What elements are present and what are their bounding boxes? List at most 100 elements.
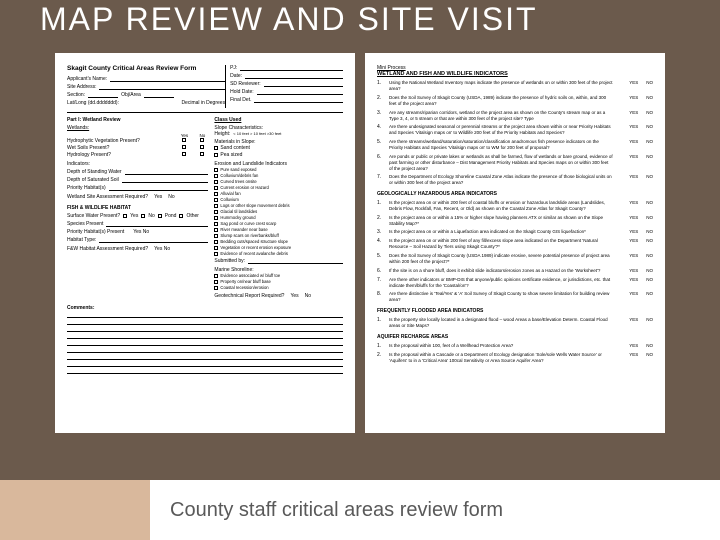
checkbox[interactable] — [214, 234, 218, 238]
question-row: 2. Is the proposal within a Cascade or a… — [377, 352, 653, 364]
yn-yes: Yes — [154, 194, 162, 200]
marine-item: Coastal recession/erosion — [220, 285, 268, 290]
checkbox[interactable] — [200, 138, 204, 142]
label-sdreview: SD Reviewer: — [230, 81, 261, 87]
fw-title: FISH & WILDLIFE HABITAT — [67, 205, 208, 211]
answer-no[interactable]: NO — [646, 95, 653, 107]
answer-no[interactable]: NO — [646, 291, 653, 303]
checkbox[interactable] — [214, 222, 218, 226]
checkbox[interactable] — [182, 138, 186, 142]
checkbox[interactable] — [182, 152, 186, 156]
checkbox[interactable] — [214, 246, 218, 250]
question-text: Are any streams/riparian corridors, wetl… — [389, 110, 613, 122]
question-text: Are ponds or public or private lakes or … — [389, 154, 613, 172]
answer-yes[interactable]: YES — [629, 291, 638, 303]
form-title: Skagit County Critical Areas Review Form — [67, 65, 225, 72]
answer-yes[interactable]: YES — [629, 200, 638, 212]
answer-no[interactable]: NO — [646, 317, 653, 329]
answer-no[interactable]: NO — [646, 215, 653, 227]
answer-no[interactable]: NO — [646, 229, 653, 235]
label-height: Height: — [214, 131, 230, 137]
question-text: Are there other indicators or BMP-DIS th… — [389, 277, 613, 289]
checkbox[interactable] — [214, 252, 218, 256]
answer-no[interactable]: NO — [646, 352, 653, 364]
erosion-item: Sag pond or curve crest scarp — [220, 221, 276, 226]
answer-no[interactable]: NO — [646, 200, 653, 212]
answer-no[interactable]: NO — [646, 277, 653, 289]
p2-section3-title: FREQUENTLY FLOODED AREA INDICATORS — [377, 308, 653, 314]
answer-no[interactable]: NO — [646, 139, 653, 151]
answer-yes[interactable]: YES — [629, 80, 638, 92]
question-number: 3. — [377, 110, 385, 122]
checkbox[interactable] — [214, 180, 218, 184]
checkbox[interactable] — [200, 152, 204, 156]
answer-yes[interactable]: YES — [629, 110, 638, 122]
checkbox[interactable] — [214, 186, 218, 190]
erosion-item: Evidence of recent avalanche debris — [220, 251, 288, 256]
answer-yes[interactable]: YES — [629, 352, 638, 364]
question-row: 5. Does the Soil Survey of Skagit County… — [377, 253, 653, 265]
question-row: 7. Are there other indicators or BMP-DIS… — [377, 277, 653, 289]
marine-item: Evidence associated w/ bluff toe — [220, 273, 280, 278]
yn-no: No — [168, 194, 174, 200]
label-objarea: Obj/Area — [121, 92, 141, 98]
answer-no[interactable]: NO — [646, 343, 653, 349]
question-number: 8. — [377, 291, 385, 303]
checkbox[interactable] — [214, 204, 218, 208]
answer-no[interactable]: NO — [646, 253, 653, 265]
checkbox[interactable] — [214, 274, 218, 278]
checkbox[interactable] — [214, 174, 218, 178]
checkbox[interactable] — [214, 146, 218, 150]
answer-yes[interactable]: YES — [629, 174, 638, 186]
answer-yes[interactable]: YES — [629, 238, 638, 250]
question-row: 1. Is the proposal within 100, feet of a… — [377, 343, 653, 349]
checkbox[interactable] — [214, 280, 218, 284]
erosion-item: Pure sand exposed — [220, 167, 256, 172]
caption-text: County staff critical areas review form — [150, 480, 720, 540]
answer-no[interactable]: NO — [646, 80, 653, 92]
answer-no[interactable]: NO — [646, 110, 653, 122]
answer-yes[interactable]: YES — [629, 124, 638, 136]
checkbox[interactable] — [214, 153, 218, 157]
erosion-item: Current erosion or Hazard — [220, 185, 268, 190]
label-geotech-req: Geotechnical Report Required? — [214, 293, 284, 299]
answer-yes[interactable]: YES — [629, 277, 638, 289]
answer-yes[interactable]: YES — [629, 139, 638, 151]
answer-no[interactable]: NO — [646, 154, 653, 172]
checkbox[interactable] — [214, 210, 218, 214]
answer-yes[interactable]: YES — [629, 229, 638, 235]
answer-yes[interactable]: YES — [629, 343, 638, 349]
question-row: 2. Is the project area on or within a 15… — [377, 215, 653, 227]
answer-no[interactable]: NO — [646, 174, 653, 186]
question-row: 4. Are there undesignated seasonal or pe… — [377, 124, 653, 136]
answer-yes[interactable]: YES — [629, 253, 638, 265]
answer-no[interactable]: NO — [646, 124, 653, 136]
question-row: 1. Is the project area on or within 200 … — [377, 200, 653, 212]
erosion-item: River meander near base — [220, 227, 267, 232]
question-number: 1. — [377, 343, 385, 349]
wetlands-subtitle: Wetlands: — [67, 125, 208, 131]
erosion-item: Slump scars on riverbanks/bluff — [220, 233, 278, 238]
answer-yes[interactable]: YES — [629, 154, 638, 172]
checkbox[interactable] — [214, 228, 218, 232]
question-row: 5. Are there streams/wetland/saturation/… — [377, 139, 653, 151]
checkbox[interactable] — [214, 168, 218, 172]
question-number: 3. — [377, 229, 385, 235]
answer-no[interactable]: NO — [646, 268, 653, 274]
answer-yes[interactable]: YES — [629, 95, 638, 107]
label-finaldet: Final Det. — [230, 97, 251, 103]
checkbox[interactable] — [214, 286, 218, 290]
checkbox[interactable] — [200, 145, 204, 149]
label-wetland-site-req: Wetland Site Assessment Required? — [67, 194, 148, 200]
checkbox[interactable] — [214, 198, 218, 202]
label-date: Date: — [230, 73, 242, 79]
answer-yes[interactable]: YES — [629, 317, 638, 329]
answer-no[interactable]: NO — [646, 238, 653, 250]
answer-yes[interactable]: YES — [629, 215, 638, 227]
checkbox[interactable] — [214, 192, 218, 196]
checkbox[interactable] — [214, 240, 218, 244]
checkbox[interactable] — [182, 145, 186, 149]
answer-yes[interactable]: YES — [629, 268, 638, 274]
label-surface-water: Surface Water Present? — [67, 213, 120, 219]
checkbox[interactable] — [214, 216, 218, 220]
